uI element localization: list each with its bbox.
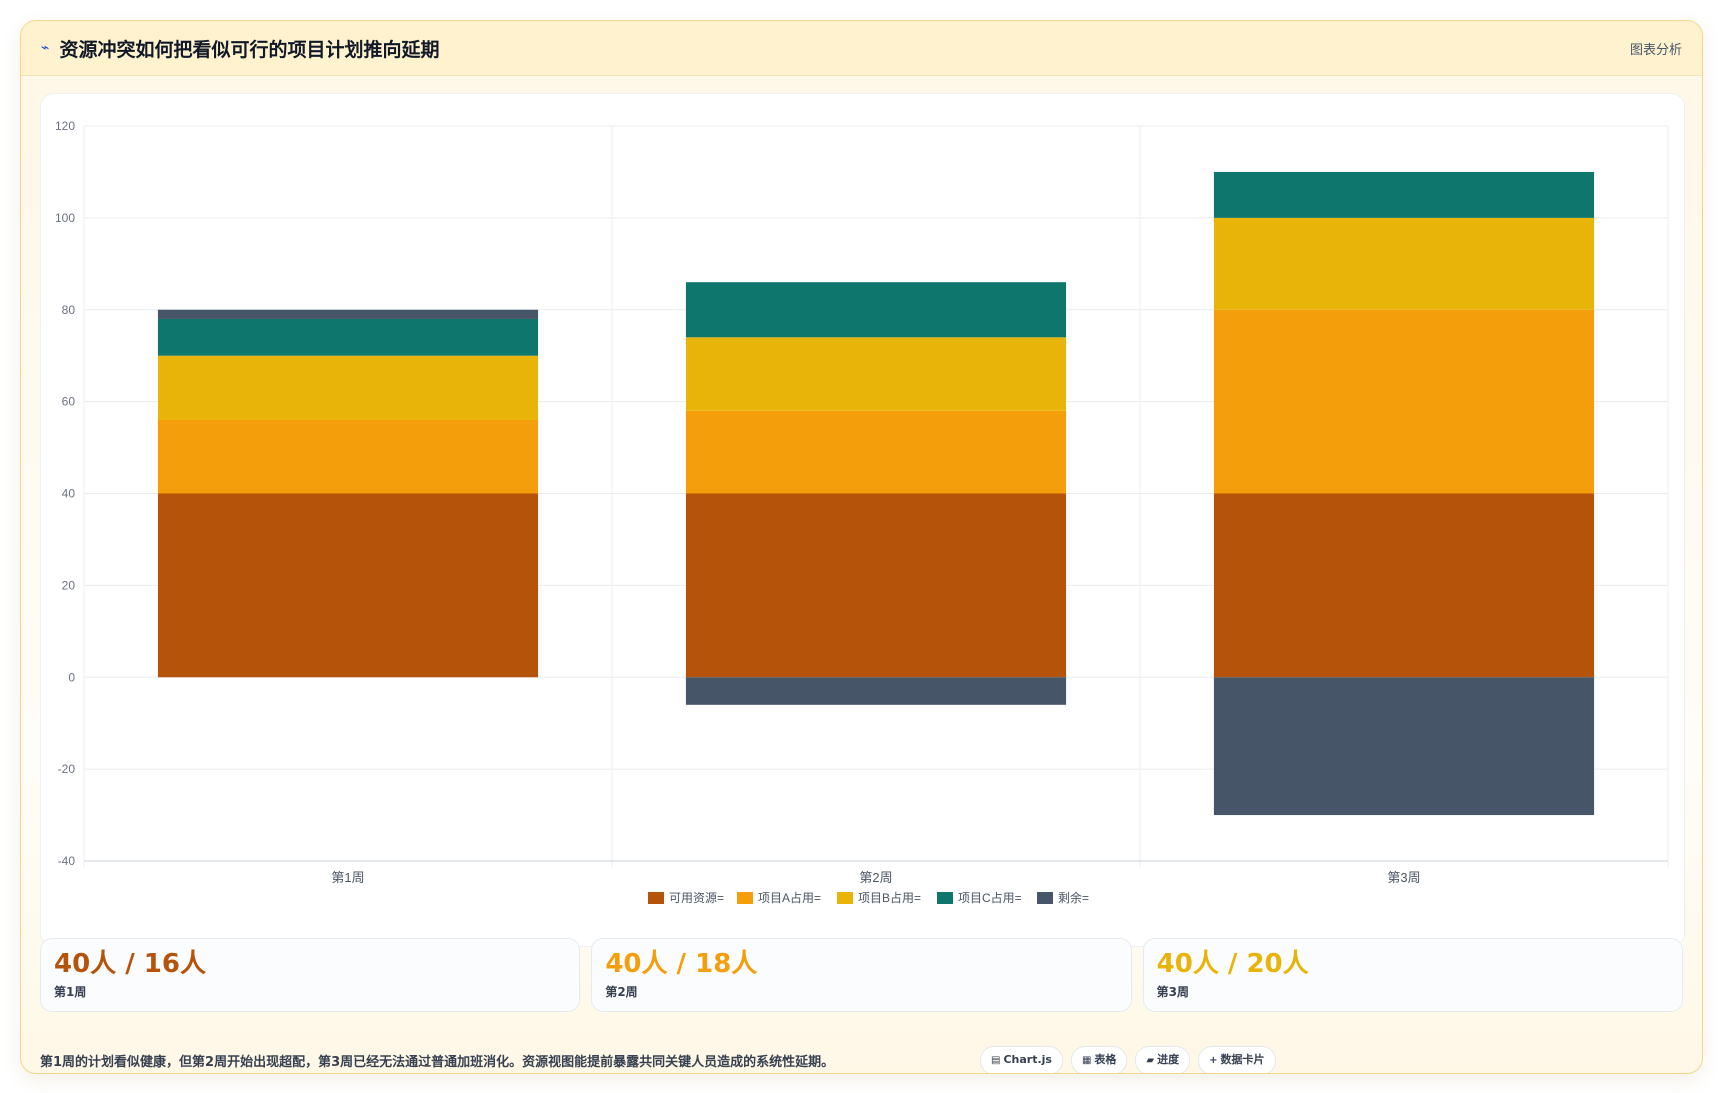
chart-card: ⌁ 资源冲突如何把看似可行的项目计划推向延期 图表分析 120 100 80 60 40…: [20, 20, 1703, 1074]
stat-label: 第3周: [1156, 985, 1190, 999]
chart-title: 资源冲突如何把看似可行的项目计划推向延期: [59, 38, 440, 61]
y-tick-label: 120: [55, 119, 75, 133]
chart-panel: 120 100 80 60 40 20 0 -20 -40 第1周 第2周 第3周可用资源= 项目A占用…: [40, 93, 1685, 947]
stat-cards: 40人 / 16人 第1周 40人 / 18人 第2周 40人 / 20人 第3…: [40, 938, 1683, 1012]
bar-segment: [1213, 171, 1595, 218]
bar-segment: [685, 282, 1067, 338]
legend-label: 项目C占用=: [958, 890, 1022, 905]
chip-data-card[interactable]: + 数据卡片: [1198, 1045, 1276, 1073]
stat-value: 40人 / 18人: [605, 949, 758, 979]
legend-label: 剩余=: [1058, 890, 1089, 905]
bar-segment: [685, 337, 1067, 411]
bar-segment: [1213, 217, 1595, 310]
bar-segment: [685, 677, 1067, 705]
bar-segment: [157, 309, 539, 319]
legend-label: 项目B占用=: [858, 890, 921, 905]
bar-segment: [1213, 309, 1595, 494]
y-tick-label: -40: [58, 854, 76, 868]
stat-value: 40人 / 20人: [1156, 949, 1309, 979]
progress-icon: ▰: [1146, 1054, 1155, 1066]
y-tick-label: 80: [62, 303, 76, 317]
chip-progress[interactable]: ▰ 进度: [1135, 1045, 1191, 1073]
chip-label: 进度: [1157, 1052, 1180, 1066]
footer: 第1周的计划看似健康，但第2周开始出现超配，第3周已经无法通过普通加班消化。资源…: [40, 1043, 1683, 1073]
bar-segment: [157, 420, 539, 494]
legend-swatch: [737, 892, 753, 904]
chart-line-icon: ⌁: [41, 40, 50, 56]
y-tick-label: 100: [55, 211, 75, 225]
y-tick-label: -20: [58, 762, 76, 776]
legend-swatch: [1037, 892, 1053, 904]
plus-icon: +: [1209, 1054, 1218, 1066]
stat-value: 40人 / 16人: [54, 949, 206, 979]
legend-swatch: [837, 892, 853, 904]
legend-label: 可用资源=: [669, 891, 724, 905]
y-tick-label: 40: [62, 487, 76, 501]
stat-label: 第1周: [54, 985, 87, 999]
bar-segment: [685, 410, 1067, 494]
chip-chartjs[interactable]: ▤ Chart.js: [980, 1045, 1063, 1073]
chart-analysis-tag[interactable]: 图表分析: [1629, 42, 1682, 58]
y-tick-label: 0: [68, 670, 75, 684]
bar-segment: [685, 493, 1067, 678]
chart-icon: ▤: [991, 1054, 1001, 1066]
legend-swatch: [937, 892, 953, 904]
analysis-note: 第1周的计划看似健康，但第2周开始出现超配，第3周已经无法通过普通加班消化。资源…: [40, 1054, 835, 1070]
chip-label: 表格: [1094, 1052, 1117, 1066]
stat-label: 第2周: [605, 985, 638, 999]
stat-card-week3: 40人 / 20人 第3周: [1142, 938, 1683, 1012]
chip-group: ▤ Chart.js ▦ 表格 ▰ 进度 + 数据卡片: [980, 1045, 1276, 1073]
y-tick-label: 20: [62, 578, 76, 592]
bar-segment: [1213, 677, 1595, 816]
chip-label: 数据卡片: [1220, 1052, 1265, 1066]
chip-table[interactable]: ▦ 表格: [1070, 1045, 1128, 1073]
bar-segment: [157, 493, 539, 678]
y-tick-label: 60: [62, 395, 76, 409]
card-header: ⌁ 资源冲突如何把看似可行的项目计划推向延期 图表分析: [21, 21, 1702, 76]
bar-segment: [157, 355, 539, 420]
legend-label: 项目A占用=: [758, 890, 821, 905]
x-tick-label: 第1周: [331, 870, 364, 885]
bar-segment: [1213, 493, 1595, 678]
chip-label: Chart.js: [1003, 1052, 1052, 1066]
bar-segment: [157, 318, 539, 356]
stat-card-week1: 40人 / 16人 第1周: [40, 938, 581, 1012]
legend-swatch: [648, 892, 664, 904]
x-tick-label: 第2周: [859, 870, 892, 885]
x-tick-label: 第3周: [1387, 870, 1420, 885]
table-icon: ▦: [1081, 1054, 1092, 1066]
stat-card-week2: 40人 / 18人 第2周: [591, 938, 1132, 1012]
title-wrap: ⌁ 资源冲突如何把看似可行的项目计划推向延期: [41, 35, 439, 62]
